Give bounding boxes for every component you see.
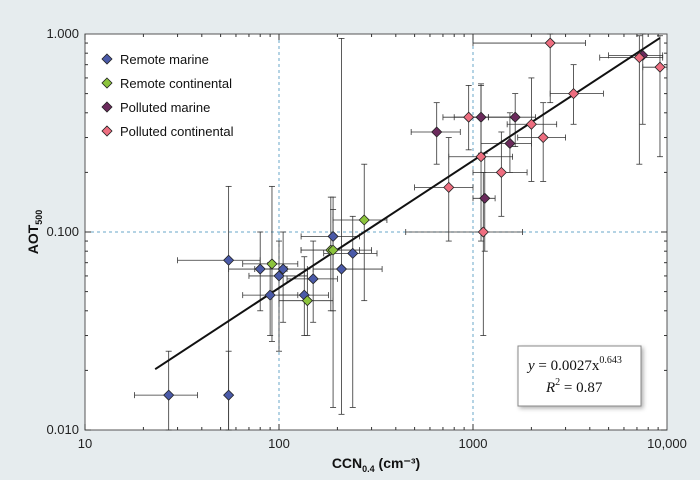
y-tick-label: 0.100 [46,224,79,239]
x-axis: 10 100 1000 10,000 [78,34,687,451]
x-axis-title-main: CCN [332,455,362,471]
data-point [307,273,319,285]
fit-r2: R2 = 0.87 [545,377,603,396]
legend-label: Remote continental [120,76,232,91]
data-point [264,289,276,301]
x-axis-title-units: (cm⁻³) [375,455,421,471]
data-point [327,230,339,242]
data-point [544,37,556,49]
data-point [327,244,339,256]
fit-r2-value: = 0.87 [560,380,603,396]
fit-equation-exponent: 0.643 [599,355,622,366]
legend-marker [101,53,113,65]
legend-marker [101,125,113,137]
data-point [266,258,278,270]
data-point [479,192,491,204]
y-axis: 0.010 0.100 1.000 [46,26,667,437]
legend-marker [101,101,113,113]
x-tick-label: 10 [78,436,92,451]
y-axis-title-sub: 500 [34,210,44,225]
data-point [443,181,455,193]
data-points [163,37,666,401]
data-point [495,166,507,178]
data-point [504,137,516,150]
fit-equation-body: = 0.0027x [535,358,600,374]
y-axis-title-main: AOT [25,224,41,254]
data-point [335,263,348,275]
data-point [537,131,549,144]
legend-label: Polluted marine [120,100,210,115]
x-axis-title-sub: 0.4 [362,464,375,474]
fit-r2-symbol: R [545,380,555,396]
y-axis-title: AOT500 [25,210,44,255]
data-point [223,254,235,266]
data-point [568,88,580,100]
x-tick-label: 1000 [459,436,488,451]
data-point [509,111,521,123]
y-tick-label: 1.000 [46,26,79,41]
fit-equation-box: y = 0.0027x0.643 R2 = 0.87 [517,345,642,407]
data-point [301,295,313,307]
x-tick-label: 10,000 [647,436,687,451]
y-tick-label: 0.010 [46,422,79,437]
x-tick-label: 100 [268,436,290,451]
data-point [254,263,266,275]
data-point [223,389,235,401]
legend-label: Polluted continental [120,124,234,139]
data-point [477,226,489,238]
data-point [431,126,443,138]
data-point [525,118,537,130]
data-point [347,247,359,259]
data-point [475,151,487,163]
data-point [358,214,370,226]
data-point [475,111,487,123]
data-point [273,270,285,282]
legend-label: Remote marine [120,52,209,67]
data-point [277,263,289,275]
fit-r2-sup: 2 [555,377,560,388]
legend-marker [101,77,113,89]
x-axis-title: CCN0.4 (cm⁻³) [332,455,420,474]
data-point [463,111,475,123]
fit-equation: y = 0.0027x0.643 [526,355,622,374]
fit-equation-y: y [526,358,535,374]
data-point [654,61,666,73]
data-point [633,52,645,64]
data-point [163,389,175,401]
legend: Remote marine Remote continental Polluted … [101,52,234,139]
